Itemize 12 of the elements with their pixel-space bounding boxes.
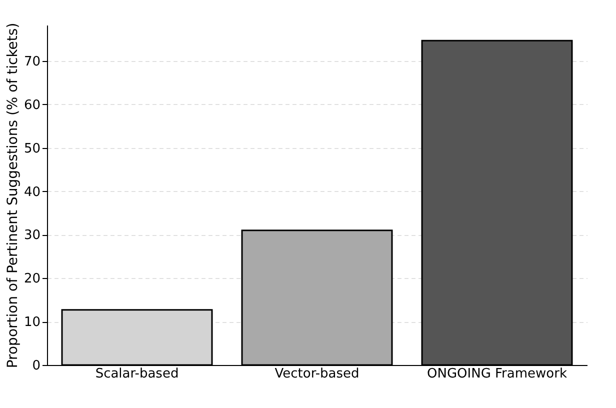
x-tick-label: Vector-based [274, 366, 360, 382]
x-tick-label: Scalar-based [95, 366, 179, 382]
y-tick-label: 50 [24, 141, 40, 156]
y-tick-label: 60 [24, 98, 40, 113]
y-tick-label: 70 [24, 54, 40, 70]
y-tick-label: 30 [24, 228, 40, 244]
x-tick-label: ONGOING Framework [427, 366, 568, 382]
y-tick-label: 0 [32, 358, 40, 374]
y-tick-label: 10 [24, 315, 40, 330]
y-axis-title: Proportion of Pertinent Suggestions (% of tickets) [4, 22, 21, 368]
y-tick-label: 20 [24, 272, 40, 287]
y-tick-label: 40 [24, 184, 40, 200]
